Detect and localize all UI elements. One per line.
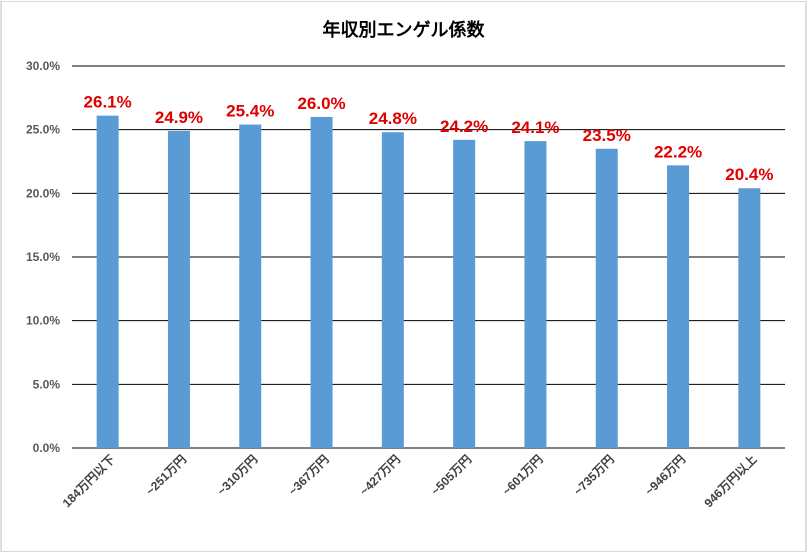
y-tick-label: 25.0%: [26, 123, 60, 137]
bar[interactable]: [96, 115, 119, 448]
bar[interactable]: [738, 188, 761, 449]
y-tick-label: 30.0%: [26, 59, 60, 73]
data-label: 25.4%: [226, 102, 274, 121]
bar[interactable]: [667, 165, 690, 448]
bar[interactable]: [167, 130, 190, 448]
x-tick-label: ~367万円: [286, 452, 332, 498]
data-label: 26.0%: [297, 94, 345, 113]
sheet-gridline: [0, 0, 1, 552]
x-tick-label: 946万円以上: [701, 452, 760, 511]
y-tick-label: 5.0%: [33, 377, 61, 391]
data-label: 22.2%: [654, 142, 702, 161]
bar[interactable]: [524, 141, 547, 449]
bar[interactable]: [239, 124, 262, 448]
bar[interactable]: [595, 148, 618, 448]
y-tick-label: 10.0%: [26, 314, 60, 328]
data-label: 24.2%: [440, 117, 488, 136]
bar[interactable]: [310, 116, 333, 448]
bar[interactable]: [381, 132, 404, 449]
y-tick-label: 20.0%: [26, 186, 60, 200]
x-tick-label: ~310万円: [214, 452, 260, 498]
data-label: 24.8%: [369, 109, 417, 128]
data-label: 20.4%: [725, 165, 773, 184]
data-label: 24.9%: [155, 108, 203, 127]
x-tick-label: ~251万円: [143, 452, 189, 498]
x-tick-label: ~505万円: [428, 452, 474, 498]
bar[interactable]: [453, 139, 476, 448]
data-label: 23.5%: [583, 126, 631, 145]
y-tick-label: 0.0%: [33, 441, 61, 455]
y-tick-label: 15.0%: [26, 250, 60, 264]
x-tick-label: ~601万円: [500, 452, 546, 498]
x-tick-label: ~946万円: [642, 452, 688, 498]
data-label: 26.1%: [84, 93, 132, 112]
x-tick-label: 184万円以下: [60, 452, 118, 510]
x-tick-label: ~427万円: [357, 452, 403, 498]
x-tick-label: ~735万円: [571, 452, 617, 498]
data-label: 24.1%: [511, 118, 559, 137]
chart-title: 年収別エンゲル係数: [322, 20, 485, 41]
